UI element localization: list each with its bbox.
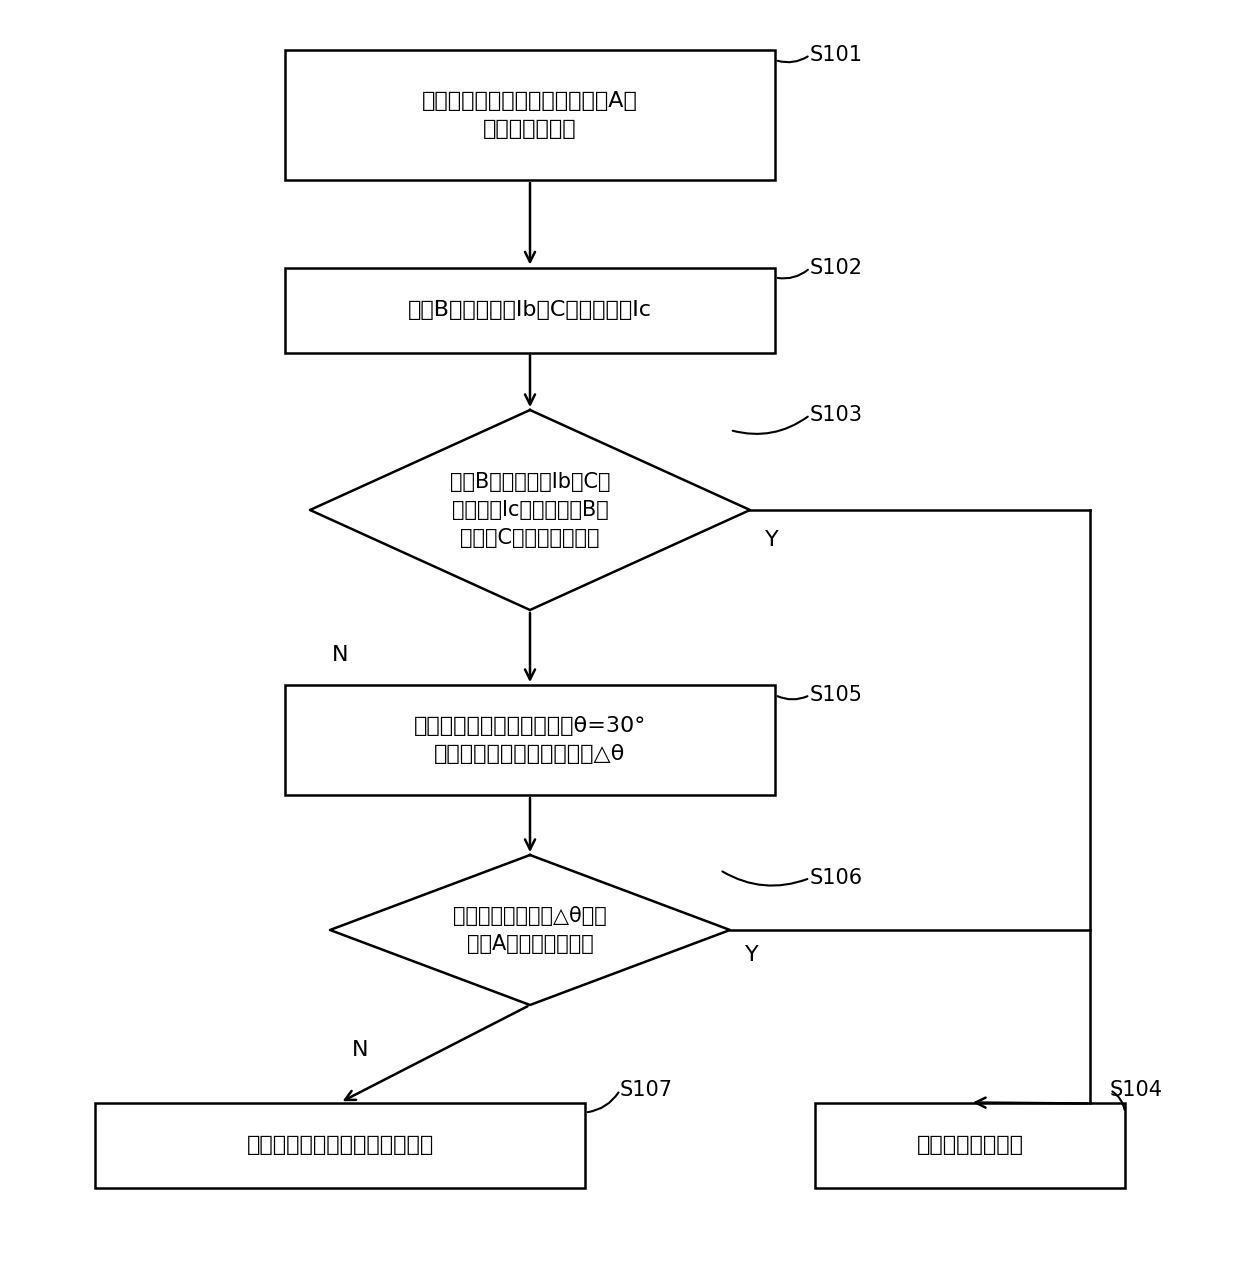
Text: S103: S103 [810,405,863,424]
Bar [95,1102,585,1187]
Text: N: N [352,1040,368,1060]
Text: S107: S107 [620,1080,673,1100]
Text: 控制电机转子的直轴定位至电机A相
绕组的轴中心处: 控制电机转子的直轴定位至电机A相 绕组的轴中心处 [422,91,637,139]
Bar [285,685,775,795]
Bar [815,1102,1125,1187]
Text: 控制电机旋转至转子位置角θ=30°
处，并记录电机的旋转角度△θ: 控制电机旋转至转子位置角θ=30° 处，并记录电机的旋转角度△θ [414,716,646,764]
Text: 输出故障报警信号: 输出故障报警信号 [916,1136,1023,1155]
Text: S106: S106 [810,868,863,889]
Text: N: N [332,646,348,665]
Text: S105: S105 [810,685,863,705]
Bar [285,50,775,180]
Text: 通过B相绕组电流Ib和C相
绕组电流Ic判断电机的B相
绕组和C相绕组是否缺相: 通过B相绕组电流Ib和C相 绕组电流Ic判断电机的B相 绕组和C相绕组是否缺相 [450,472,610,548]
Text: S104: S104 [1110,1080,1163,1100]
Text: 检测B相绕组电流Ib、C相绕组电流Ic: 检测B相绕组电流Ib、C相绕组电流Ic [408,300,652,320]
Text: Y: Y [765,530,779,550]
Text: 电机无缺相故障，正常启动电机: 电机无缺相故障，正常启动电机 [247,1136,434,1155]
Text: S102: S102 [810,258,863,278]
Text: Y: Y [745,945,759,964]
Text: S101: S101 [810,45,863,66]
Bar [285,267,775,352]
Text: 根据电机旋转角度△θ判断
电机A相绕组是否缺相: 根据电机旋转角度△θ判断 电机A相绕组是否缺相 [453,907,606,954]
